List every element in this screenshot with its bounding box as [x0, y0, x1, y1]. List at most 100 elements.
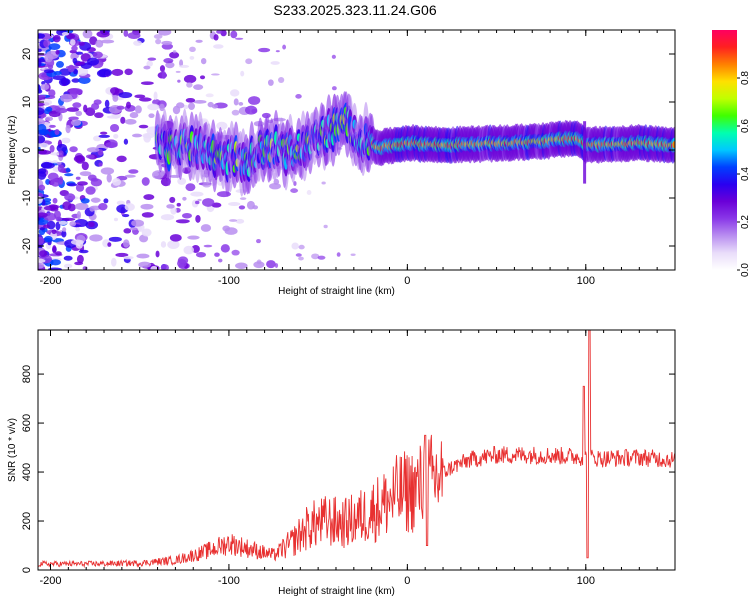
noise-blob: [105, 141, 118, 149]
noise-blob: [78, 41, 85, 46]
noise-blob: [185, 97, 196, 103]
noise-blob: [129, 112, 139, 119]
noise-blob: [210, 73, 220, 76]
snr-xtick-label: 100: [577, 575, 595, 587]
noise-blob: [183, 245, 194, 255]
noise-blob: [50, 178, 61, 187]
noise-blob: [146, 60, 153, 67]
noise-blob: [126, 101, 131, 109]
noise-blob: [106, 173, 112, 183]
noise-blob: [167, 60, 173, 63]
noise-blob: [321, 181, 326, 185]
noise-blob: [231, 249, 240, 256]
noise-blob: [311, 253, 320, 260]
noise-blob: [115, 252, 129, 258]
noise-blob: [111, 68, 124, 76]
noise-blob: [98, 203, 108, 211]
noise-blob: [123, 228, 132, 234]
snr-body: [38, 330, 675, 569]
noise-blob: [98, 162, 103, 167]
noise-blob: [295, 253, 302, 257]
noise-blob: [331, 86, 337, 91]
noise-blob: [72, 57, 78, 64]
noise-blob: [127, 32, 141, 39]
noise-blob: [68, 116, 79, 121]
noise-blob: [141, 177, 150, 186]
noise-blob: [282, 44, 287, 50]
noise-blob: [38, 89, 43, 94]
noise-blob: [169, 51, 180, 59]
snr-ytick-label: 600: [21, 414, 33, 432]
heatmap-ytick-label: 20: [21, 48, 33, 60]
snr-ytick-label: 200: [21, 512, 33, 530]
noise-blob: [160, 264, 170, 270]
noise-blob: [159, 65, 165, 73]
noise-blob: [186, 82, 193, 88]
noise-blob: [177, 177, 187, 185]
snr-series-line: [38, 330, 675, 569]
noise-blob: [270, 61, 280, 65]
noise-blob: [85, 186, 96, 195]
noise-blob: [190, 191, 204, 197]
noise-blob: [43, 69, 55, 74]
noise-blob: [129, 227, 138, 231]
noise-blob: [203, 244, 213, 248]
noise-blob: [177, 258, 187, 268]
noise-blob: [177, 79, 181, 83]
colorbar: 0.00.20.40.60.8Normalized spectral ampli…: [712, 30, 750, 277]
noise-blob: [52, 160, 58, 164]
noise-blob: [183, 104, 189, 110]
heatmap-ylabel: Frequency (Hz): [7, 116, 18, 185]
noise-blob: [187, 235, 200, 240]
noise-blob: [239, 197, 247, 201]
noise-blob: [165, 61, 175, 69]
snr-ytick-label: 800: [21, 365, 33, 383]
noise-blob: [90, 197, 101, 203]
noise-blob: [62, 227, 67, 232]
noise-blob: [124, 174, 136, 178]
noise-blob: [267, 79, 274, 86]
noise-blob: [182, 196, 187, 201]
noise-blob: [38, 150, 52, 155]
colorbar-tick-label: 0.6: [740, 119, 750, 133]
colorbar-gradient: [712, 30, 737, 270]
noise-blob: [44, 235, 53, 243]
noise-blob: [54, 128, 60, 136]
noise-blob: [176, 102, 185, 109]
heatmap-xtick-label: -100: [218, 275, 240, 287]
noise-blob: [69, 33, 76, 39]
noise-blob: [80, 61, 85, 65]
noise-blob: [256, 259, 262, 265]
noise-blob: [181, 212, 192, 219]
noise-blob: [148, 113, 155, 119]
noise-blob: [141, 228, 152, 237]
noise-blob: [56, 143, 68, 153]
noise-blob: [48, 267, 62, 270]
noise-blob: [70, 52, 78, 60]
noise-blob: [172, 50, 177, 54]
noise-blob: [43, 224, 51, 229]
noise-blob: [80, 198, 90, 204]
noise-blob: [169, 196, 176, 204]
noise-blob: [38, 59, 42, 67]
noise-blob: [128, 169, 139, 174]
noise-blob: [153, 34, 163, 39]
noise-blob: [306, 189, 312, 196]
noise-blob: [38, 94, 47, 98]
noise-blob: [258, 47, 271, 53]
noise-blob: [75, 227, 81, 232]
noise-blob: [155, 38, 162, 45]
noise-blob: [92, 51, 103, 59]
colorbar-tick-label: 0.4: [740, 167, 750, 181]
noise-blob: [73, 155, 85, 163]
noise-blob: [38, 258, 46, 264]
noise-blob: [197, 198, 202, 202]
noise-blob: [52, 245, 57, 254]
noise-blob: [89, 206, 95, 212]
noise-blob: [291, 242, 299, 250]
noise-blob: [224, 227, 238, 235]
noise-blob: [195, 251, 206, 258]
noise-blob: [159, 103, 165, 112]
noise-blob: [269, 183, 281, 190]
snr-panel: -200 -100 0 100 0 200 400 600 800 Height of strai…: [7, 329, 676, 597]
